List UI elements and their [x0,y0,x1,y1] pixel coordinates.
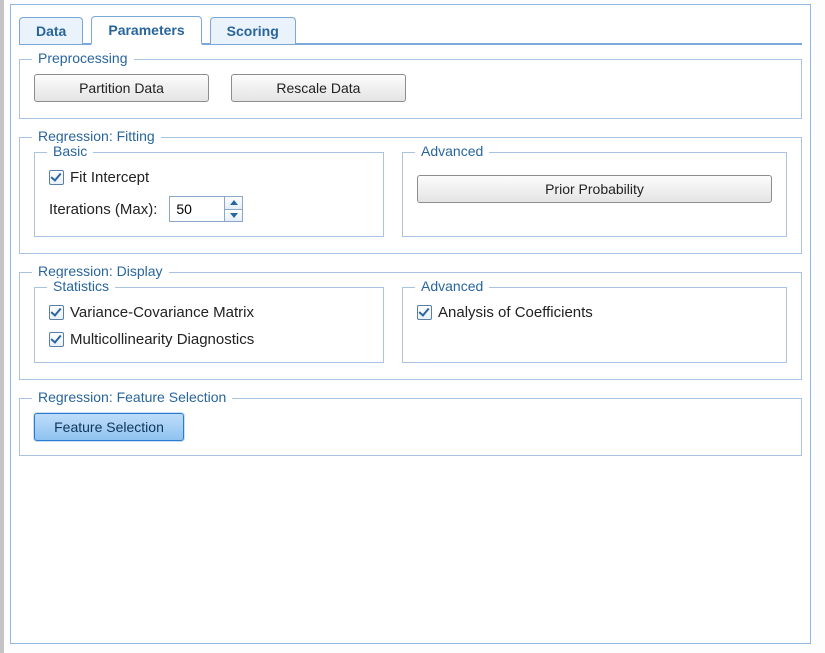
subgroup-fitting-basic: Basic Fit Intercept Iterations (Max): [34,152,384,237]
parameters-panel: Data Parameters Scoring Preprocessing Pa… [10,4,811,644]
chevron-down-icon [230,213,238,218]
fit-intercept-label: Fit Intercept [70,169,149,186]
multicollinearity-checkbox[interactable]: Multicollinearity Diagnostics [49,331,369,348]
chevron-up-icon [230,200,238,205]
tab-scoring[interactable]: Scoring [210,17,296,44]
subgroup-fitting-advanced: Advanced Prior Probability [402,152,787,237]
checkbox-icon [49,332,64,347]
variance-covariance-checkbox[interactable]: Variance-Covariance Matrix [49,304,369,321]
analysis-coefficients-label: Analysis of Coefficients [438,304,593,321]
group-display-legend: Regression: Display [32,263,169,279]
rescale-data-button[interactable]: Rescale Data [231,74,406,102]
subgroup-fitting-advanced-legend: Advanced [415,143,489,159]
group-preprocessing-legend: Preprocessing [32,50,134,66]
tab-parameters[interactable]: Parameters [91,16,201,45]
checkbox-icon [49,170,64,185]
subgroup-display-advanced-legend: Advanced [415,278,489,294]
iterations-step-up[interactable] [225,197,242,210]
tab-strip: Data Parameters Scoring [19,11,802,45]
iterations-step-down[interactable] [225,210,242,222]
iterations-label: Iterations (Max): [49,201,157,218]
feature-selection-button[interactable]: Feature Selection [34,413,184,441]
partition-data-button[interactable]: Partition Data [34,74,209,102]
subgroup-fitting-basic-legend: Basic [47,143,93,159]
prior-probability-button[interactable]: Prior Probability [417,175,772,203]
group-fitting: Regression: Fitting Basic Fit Intercept … [19,137,802,254]
group-fitting-legend: Regression: Fitting [32,128,161,144]
subgroup-display-advanced: Advanced Analysis of Coefficients [402,287,787,363]
iterations-input[interactable] [170,197,224,221]
variance-covariance-label: Variance-Covariance Matrix [70,304,254,321]
iterations-stepper[interactable] [169,196,243,222]
checkbox-icon [417,305,432,320]
fit-intercept-checkbox[interactable]: Fit Intercept [49,169,369,186]
checkbox-icon [49,305,64,320]
analysis-coefficients-checkbox[interactable]: Analysis of Coefficients [417,304,772,321]
subgroup-display-statistics: Statistics Variance-Covariance Matrix Mu… [34,287,384,363]
group-feature-selection-legend: Regression: Feature Selection [32,389,232,405]
group-preprocessing: Preprocessing Partition Data Rescale Dat… [19,59,802,119]
tab-data[interactable]: Data [19,17,83,44]
multicollinearity-label: Multicollinearity Diagnostics [70,331,254,348]
subgroup-display-statistics-legend: Statistics [47,278,115,294]
group-display: Regression: Display Statistics Variance-… [19,272,802,380]
group-feature-selection: Regression: Feature Selection Feature Se… [19,398,802,456]
